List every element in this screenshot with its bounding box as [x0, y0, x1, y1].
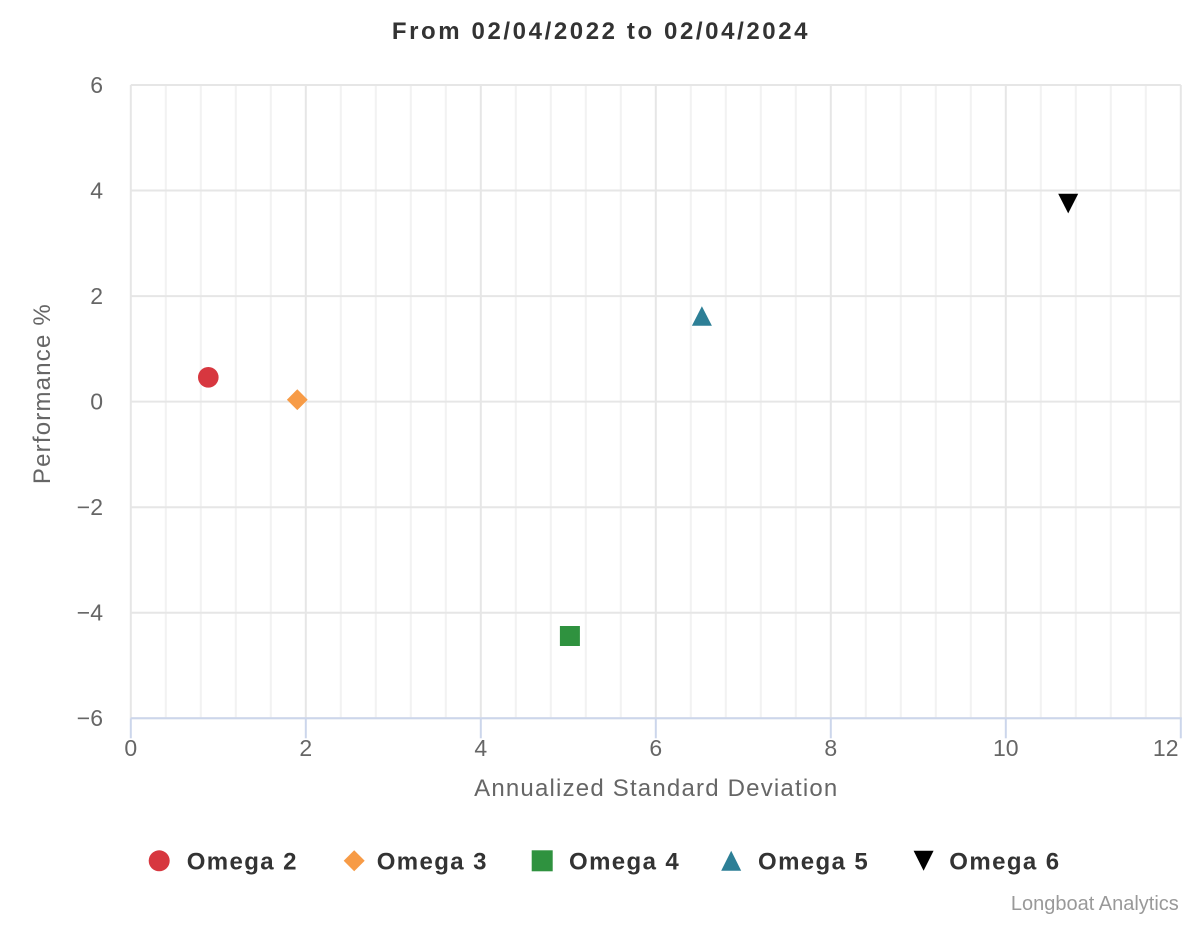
svg-text:6: 6	[649, 735, 662, 761]
svg-text:Omega 4: Omega 4	[569, 848, 680, 875]
svg-text:Omega 5: Omega 5	[758, 848, 869, 875]
svg-text:−6: −6	[77, 705, 103, 731]
svg-text:8: 8	[824, 735, 837, 761]
svg-text:From 02/04/2022 to 02/04/2024: From 02/04/2022 to 02/04/2024	[392, 18, 810, 45]
svg-text:10: 10	[993, 735, 1019, 761]
svg-text:0: 0	[90, 388, 103, 414]
svg-text:2: 2	[299, 735, 312, 761]
svg-text:Annualized Standard Deviation: Annualized Standard Deviation	[474, 775, 838, 802]
svg-text:−4: −4	[77, 600, 103, 626]
svg-text:12: 12	[1153, 735, 1179, 761]
svg-text:Omega 6: Omega 6	[949, 848, 1060, 875]
svg-text:0: 0	[124, 735, 137, 761]
svg-text:Omega 3: Omega 3	[377, 848, 488, 875]
svg-text:4: 4	[90, 177, 103, 203]
svg-text:4: 4	[474, 735, 487, 761]
svg-text:2: 2	[90, 283, 103, 309]
svg-text:−2: −2	[77, 494, 103, 520]
svg-text:Omega 2: Omega 2	[187, 848, 298, 875]
svg-text:6: 6	[90, 72, 103, 98]
svg-text:Longboat Analytics: Longboat Analytics	[1011, 893, 1179, 915]
svg-text:Performance %: Performance %	[29, 303, 56, 484]
